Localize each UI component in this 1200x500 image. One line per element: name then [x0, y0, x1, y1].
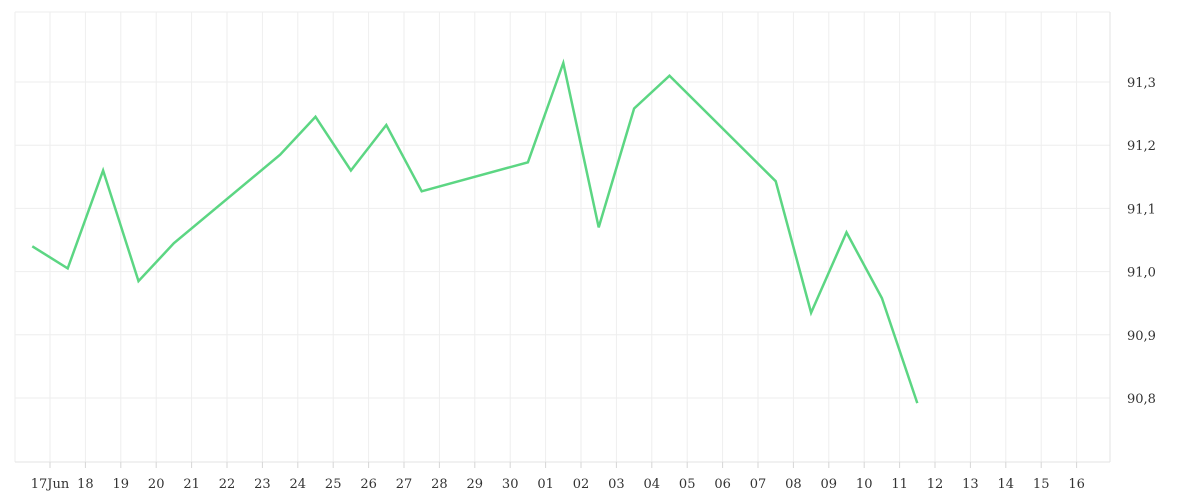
x-tick-label: 01: [537, 477, 554, 492]
x-tick-label: 27: [396, 477, 413, 492]
y-tick-label: 91,0: [1127, 266, 1156, 281]
y-tick-label: 91,1: [1127, 202, 1156, 217]
x-tick-label: 12: [927, 477, 944, 492]
x-tick-label: 28: [431, 477, 448, 492]
x-tick-label: 18: [77, 477, 94, 492]
x-tick-label: 02: [573, 477, 590, 492]
x-tick-label: 20: [148, 477, 165, 492]
x-tick-label: 30: [502, 477, 519, 492]
x-tick-label: 07: [750, 477, 767, 492]
y-tick-label: 90,8: [1127, 392, 1156, 407]
horizontal-gridlines: [15, 11, 1110, 399]
series-group: [31, 58, 919, 404]
y-tick-label: 90,9: [1127, 329, 1156, 344]
x-tick-label: 22: [219, 477, 236, 492]
x-tick-label: 23: [254, 477, 271, 492]
x-tick-label: 16: [1068, 477, 1085, 492]
x-tick-label: 21: [183, 477, 200, 492]
x-tick-label: 11: [891, 477, 908, 492]
x-tick-label: 10: [856, 477, 873, 492]
x-tick-label: 13: [962, 477, 979, 492]
x-tick-label: 29: [467, 477, 484, 492]
x-tick-label: 17Jun: [31, 477, 70, 492]
x-axis-ticks: [49, 462, 1078, 468]
x-tick-label: 15: [1033, 477, 1050, 492]
x-tick-label: 24: [290, 477, 307, 492]
x-tick-label: 06: [714, 477, 731, 492]
x-tick-label: 05: [679, 477, 696, 492]
x-tick-label: 19: [113, 477, 130, 492]
x-axis-tick-labels: 17Jun 18 19 20 21 22 23 24 25 26 27 28 29 30 01 02 03 04 0…: [31, 477, 1085, 492]
x-tick-label: 08: [785, 477, 802, 492]
y-tick-label: 91,3: [1127, 76, 1156, 91]
x-tick-label: 09: [821, 477, 838, 492]
x-tick-label: 04: [644, 477, 661, 492]
x-tick-label: 25: [325, 477, 342, 492]
x-tick-label: 03: [608, 477, 625, 492]
y-axis-tick-labels: 90,8 90,9 91,0 91,1 91,2 91,3: [1127, 76, 1156, 407]
y-tick-label: 91,2: [1127, 139, 1156, 154]
series-line: [31, 58, 919, 404]
x-tick-label: 26: [360, 477, 377, 492]
vertical-gridlines: [14, 12, 1078, 462]
x-tick-label: 14: [998, 477, 1015, 492]
